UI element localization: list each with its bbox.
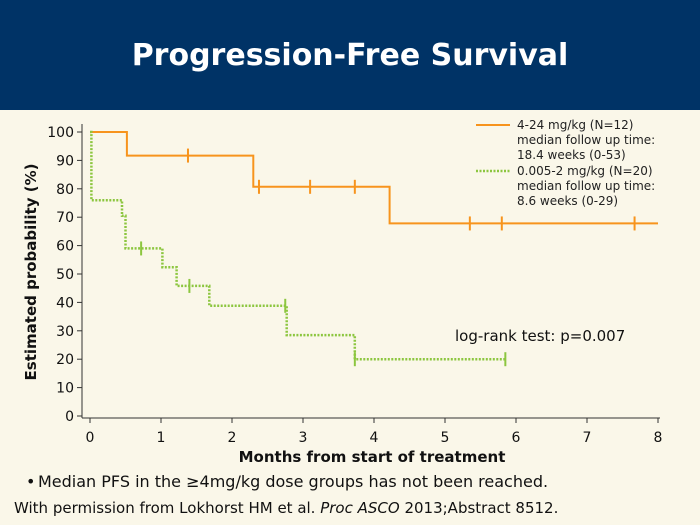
credit-suffix: 2013;Abstract 8512. bbox=[399, 499, 559, 517]
series-line-1 bbox=[90, 131, 658, 225]
y-tick-label: 0 bbox=[65, 409, 74, 425]
slide-title: Progression-Free Survival bbox=[131, 37, 569, 73]
y-tick-label: 60 bbox=[56, 239, 74, 255]
credit-prefix: With permission from Lokhorst HM et al. bbox=[14, 499, 321, 517]
y-tick-label: 80 bbox=[56, 182, 74, 198]
y-tick-label: 90 bbox=[56, 153, 74, 169]
y-tick-label: 40 bbox=[56, 295, 74, 311]
x-tick-label: 5 bbox=[441, 430, 450, 446]
bullet-marker: • bbox=[26, 472, 36, 491]
y-tick-label: 10 bbox=[56, 381, 74, 397]
legend-text-1: 4-24 mg/kg (N=12) bbox=[517, 118, 633, 132]
y-tick-label: 70 bbox=[56, 210, 74, 226]
y-tick-label: 20 bbox=[56, 352, 74, 368]
x-tick-label: 0 bbox=[86, 430, 95, 446]
credit-journal: Proc ASCO bbox=[320, 499, 400, 517]
chart-legend: 4-24 mg/kg (N=12)median follow up time:1… bbox=[476, 118, 655, 208]
legend-text-2: 0.005-2 mg/kg (N=20) bbox=[517, 164, 653, 178]
title-bar: Progression-Free Survival bbox=[0, 0, 700, 110]
bullet-text: Median PFS in the ≥4mg/kg dose groups ha… bbox=[38, 472, 549, 491]
pfs-chart: 0 10 20 30 40 50 60 70 80 90 100 0 1 2 3 4 5 6 7 8 4-24 mg/… bbox=[22, 118, 662, 466]
legend-text-2: 8.6 weeks (0-29) bbox=[517, 194, 618, 208]
series-line-2 bbox=[90, 130, 506, 361]
bullet-note: • Median PFS in the ≥4mg/kg dose groups … bbox=[26, 472, 549, 491]
x-tick-label: 2 bbox=[228, 430, 237, 446]
legend-text-1: 18.4 weeks (0-53) bbox=[517, 148, 626, 162]
x-tick-label: 6 bbox=[512, 430, 521, 446]
y-axis-label: Estimated probability (%) bbox=[22, 164, 40, 381]
logrank-annotation: log-rank test: p=0.007 bbox=[455, 327, 625, 345]
source-credit: With permission from Lokhorst HM et al. … bbox=[14, 499, 558, 517]
y-tick-label: 100 bbox=[47, 125, 74, 141]
legend-text-1: median follow up time: bbox=[517, 133, 655, 147]
x-tick-label: 4 bbox=[370, 430, 379, 446]
y-tick-label: 30 bbox=[56, 324, 74, 340]
chart-series bbox=[90, 130, 658, 367]
x-axis-label: Months from start of treatment bbox=[239, 448, 506, 466]
chart-axes: 0 10 20 30 40 50 60 70 80 90 100 0 1 2 3 4 5 6 7 8 bbox=[47, 124, 662, 446]
x-tick-label: 3 bbox=[299, 430, 308, 446]
x-tick-label: 7 bbox=[583, 430, 592, 446]
x-tick-label: 8 bbox=[654, 430, 663, 446]
y-tick-label: 50 bbox=[56, 267, 74, 283]
legend-text-2: median follow up time: bbox=[517, 179, 655, 193]
x-tick-label: 1 bbox=[157, 430, 166, 446]
